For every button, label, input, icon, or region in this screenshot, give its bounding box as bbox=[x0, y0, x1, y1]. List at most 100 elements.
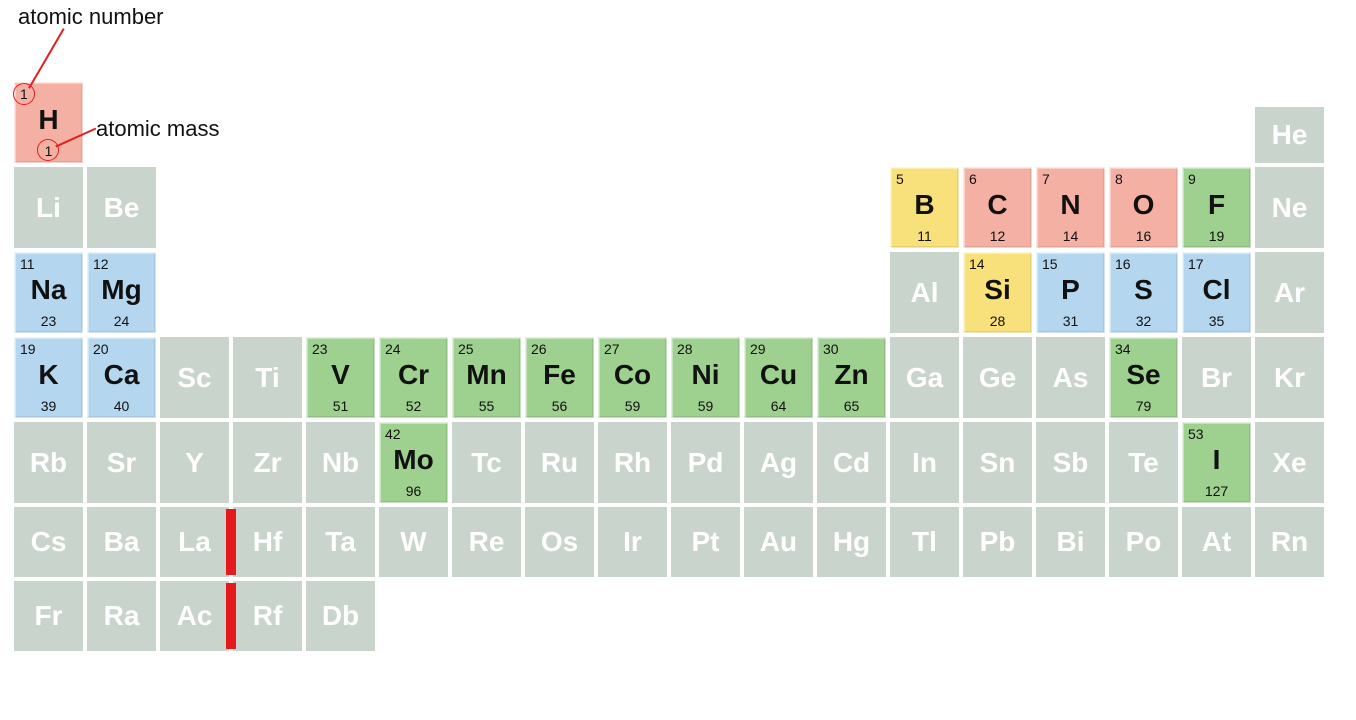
element-symbol: Pt bbox=[692, 526, 720, 558]
element-symbol: Pb bbox=[980, 526, 1016, 558]
element-symbol: Si bbox=[984, 274, 1010, 306]
element-Ti: Ti bbox=[231, 335, 304, 420]
atomic-mass: 19 bbox=[1209, 228, 1225, 244]
element-symbol: Xe bbox=[1272, 447, 1306, 479]
element-symbol: Ne bbox=[1272, 192, 1308, 224]
atomic-number: 23 bbox=[312, 341, 328, 357]
atomic-number: 15 bbox=[1042, 256, 1058, 272]
element-symbol: Co bbox=[614, 359, 651, 391]
element-As: As bbox=[1034, 335, 1107, 420]
atomic-mass: 79 bbox=[1136, 398, 1152, 414]
element-Pd: Pd bbox=[669, 420, 742, 505]
atomic-number: 29 bbox=[750, 341, 766, 357]
element-Rh: Rh bbox=[596, 420, 669, 505]
element-symbol: Be bbox=[104, 192, 140, 224]
element-symbol: Sb bbox=[1053, 447, 1089, 479]
atomic-number: 9 bbox=[1188, 171, 1196, 187]
element-symbol: Ca bbox=[104, 359, 140, 391]
element-symbol: Y bbox=[185, 447, 204, 479]
element-Hg: Hg bbox=[815, 505, 888, 579]
element-Xe: Xe bbox=[1253, 420, 1326, 505]
atomic-mass: 55 bbox=[479, 398, 495, 414]
element-symbol: At bbox=[1202, 526, 1232, 558]
element-Ga: Ga bbox=[888, 335, 961, 420]
element-Mo: Mo4296 bbox=[377, 420, 450, 505]
element-Be: Be bbox=[85, 165, 158, 250]
element-symbol: B bbox=[914, 189, 934, 221]
element-symbol: As bbox=[1053, 362, 1089, 394]
element-Mg: Mg1224 bbox=[85, 250, 158, 335]
element-symbol: S bbox=[1134, 274, 1153, 306]
atomic-mass: 32 bbox=[1136, 313, 1152, 329]
element-Ta: Ta bbox=[304, 505, 377, 579]
element-Sr: Sr bbox=[85, 420, 158, 505]
element-Ba: Ba bbox=[85, 505, 158, 579]
lanthanide-actinide-break-1 bbox=[226, 583, 236, 649]
element-symbol: Sc bbox=[177, 362, 211, 394]
element-K: K1939 bbox=[12, 335, 85, 420]
atomic-number: 28 bbox=[677, 341, 693, 357]
label-atomic-mass: atomic mass bbox=[96, 116, 219, 142]
element-S: S16 32 bbox=[1107, 250, 1180, 335]
element-symbol: Mo bbox=[393, 444, 433, 476]
atomic-number: 6 bbox=[969, 171, 977, 187]
element-symbol: Ni bbox=[692, 359, 720, 391]
element-P: P1531 bbox=[1034, 250, 1107, 335]
element-Se: Se3479 bbox=[1107, 335, 1180, 420]
element-symbol: Ta bbox=[325, 526, 356, 558]
element-symbol: Sn bbox=[980, 447, 1016, 479]
element-symbol: Cs bbox=[31, 526, 67, 558]
element-Sb: Sb bbox=[1034, 420, 1107, 505]
element-Pb: Pb bbox=[961, 505, 1034, 579]
element-C: C612 bbox=[961, 165, 1034, 250]
element-symbol: P bbox=[1061, 274, 1080, 306]
element-Pt: Pt bbox=[669, 505, 742, 579]
atomic-mass: 51 bbox=[333, 398, 349, 414]
element-symbol: Te bbox=[1128, 447, 1159, 479]
atomic-mass: 11 bbox=[917, 228, 932, 244]
element-Al: Al bbox=[888, 250, 961, 335]
element-At: At bbox=[1180, 505, 1253, 579]
element-symbol: La bbox=[178, 526, 211, 558]
element-symbol: Kr bbox=[1274, 362, 1305, 394]
element-symbol: Db bbox=[322, 600, 359, 632]
atomic-number: 30 bbox=[823, 341, 839, 357]
element-symbol: Ar bbox=[1274, 277, 1305, 309]
element-Au: Au bbox=[742, 505, 815, 579]
element-V: V23 51 bbox=[304, 335, 377, 420]
element-symbol: Po bbox=[1126, 526, 1162, 558]
element-symbol: Ge bbox=[979, 362, 1016, 394]
element-symbol: Mg bbox=[101, 274, 141, 306]
element-symbol: F bbox=[1208, 189, 1225, 221]
element-Tc: Tc bbox=[450, 420, 523, 505]
element-symbol: Fr bbox=[35, 600, 63, 632]
element-symbol: N bbox=[1060, 189, 1080, 221]
element-Zr: Zr bbox=[231, 420, 304, 505]
element-symbol: Ru bbox=[541, 447, 578, 479]
element-symbol: Rh bbox=[614, 447, 651, 479]
element-symbol: Mn bbox=[466, 359, 506, 391]
atomic-mass: 39 bbox=[41, 398, 57, 414]
element-Fr: Fr bbox=[12, 579, 85, 653]
element-N: N714 bbox=[1034, 165, 1107, 250]
element-symbol: Tc bbox=[471, 447, 502, 479]
element-Ir: Ir bbox=[596, 505, 669, 579]
element-Cd: Cd bbox=[815, 420, 888, 505]
atomic-number: 16 bbox=[1115, 256, 1131, 272]
element-symbol: Li bbox=[36, 192, 61, 224]
atomic-mass: 16 bbox=[1136, 228, 1152, 244]
element-Rn: Rn bbox=[1253, 505, 1326, 579]
element-symbol: V bbox=[331, 359, 350, 391]
atomic-number: 8 bbox=[1115, 171, 1123, 187]
atomic-mass: 35 bbox=[1209, 313, 1225, 329]
element-Li: Li bbox=[12, 165, 85, 250]
element-symbol: Zr bbox=[254, 447, 282, 479]
element-Ag: Ag bbox=[742, 420, 815, 505]
atomic-number: 24 bbox=[385, 341, 401, 357]
atomic-mass: 40 bbox=[114, 398, 130, 414]
element-symbol: Se bbox=[1126, 359, 1160, 391]
element-symbol: Cd bbox=[833, 447, 870, 479]
element-symbol: Cu bbox=[760, 359, 797, 391]
element-symbol: Bi bbox=[1057, 526, 1085, 558]
atomic-number: 5 bbox=[896, 171, 904, 187]
